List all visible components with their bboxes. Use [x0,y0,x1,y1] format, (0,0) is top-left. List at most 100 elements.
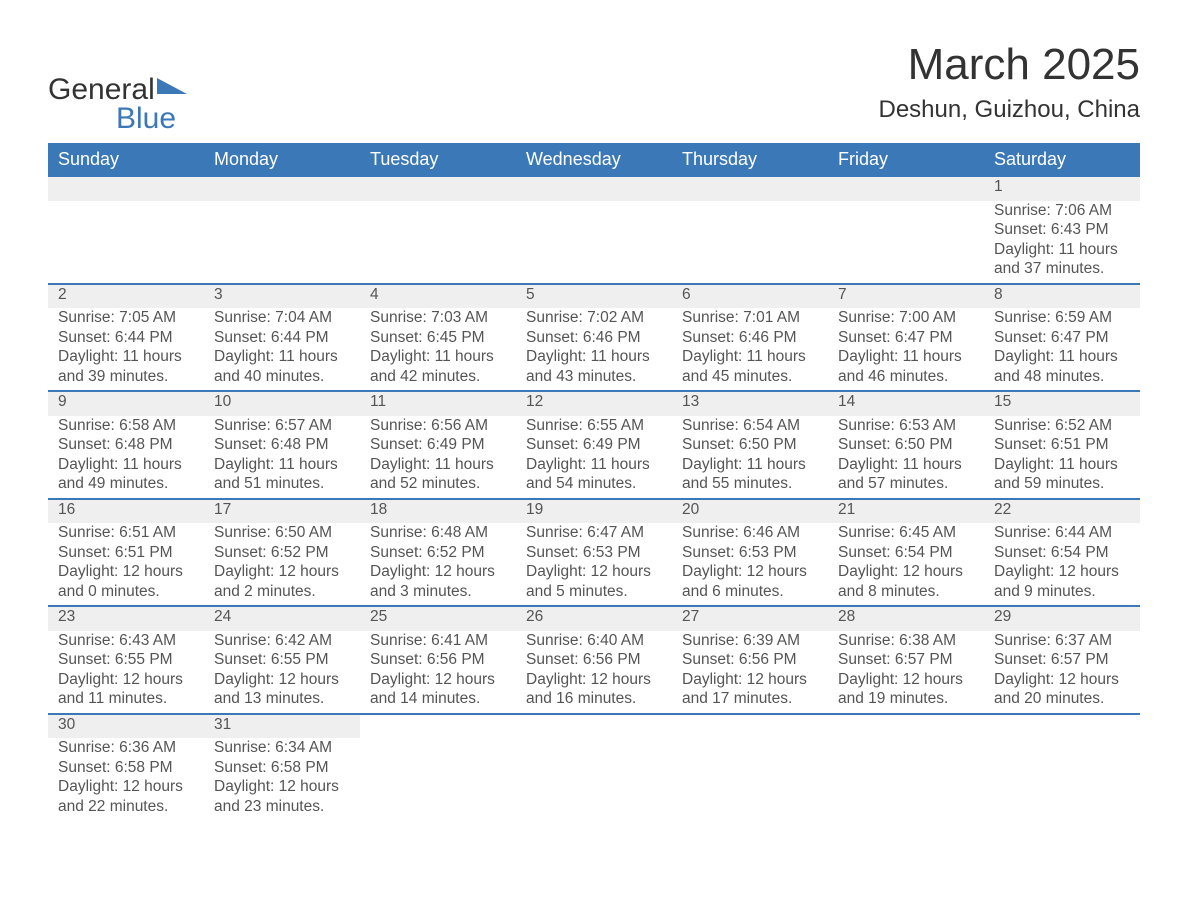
sunset-text: Sunset: 6:53 PM [526,543,662,563]
daylight-text: Daylight: 11 hours [994,240,1130,260]
day-number-cell: 10 [204,391,360,416]
sunrise-text: Sunrise: 6:45 AM [838,523,974,543]
day-number-cell [672,177,828,201]
sunrise-text: Sunrise: 6:34 AM [214,738,350,758]
sunrise-text: Sunrise: 6:47 AM [526,523,662,543]
day-info-cell: Sunrise: 6:52 AMSunset: 6:51 PMDaylight:… [984,416,1140,499]
day-info-cell: Sunrise: 6:37 AMSunset: 6:57 PMDaylight:… [984,631,1140,714]
day-info-cell: Sunrise: 6:50 AMSunset: 6:52 PMDaylight:… [204,523,360,606]
header: General Blue March 2025 Deshun, Guizhou,… [48,40,1140,133]
sunrise-text: Sunrise: 7:01 AM [682,308,818,328]
daylight-text: Daylight: 12 hours [682,562,818,582]
sunrise-text: Sunrise: 6:52 AM [994,416,1130,436]
day-number-cell: 3 [204,284,360,309]
day-number-cell: 14 [828,391,984,416]
sunset-text: Sunset: 6:56 PM [370,650,506,670]
sunset-text: Sunset: 6:52 PM [370,543,506,563]
day-number-cell [204,177,360,201]
daynum-row: 3031 [48,714,1140,739]
sunrise-text: Sunrise: 6:36 AM [58,738,194,758]
daylight-text: Daylight: 11 hours [58,347,194,367]
sunrise-text: Sunrise: 7:00 AM [838,308,974,328]
day-number-cell [360,177,516,201]
day-number-cell [984,714,1140,739]
sunset-text: Sunset: 6:55 PM [58,650,194,670]
day-number-cell [672,714,828,739]
sunset-text: Sunset: 6:56 PM [682,650,818,670]
sunset-text: Sunset: 6:48 PM [58,435,194,455]
day-number-cell: 24 [204,606,360,631]
day-number-cell [828,714,984,739]
sunset-text: Sunset: 6:57 PM [838,650,974,670]
logo-text: General Blue [48,74,187,133]
daylight-text: Daylight: 11 hours [370,347,506,367]
day-info-cell [360,738,516,820]
day-info-cell [516,201,672,284]
sunrise-text: Sunrise: 6:58 AM [58,416,194,436]
day-number-cell: 19 [516,499,672,524]
day-info-cell: Sunrise: 6:58 AMSunset: 6:48 PMDaylight:… [48,416,204,499]
daylight-text: Daylight: 12 hours [526,562,662,582]
day-info-cell: Sunrise: 6:54 AMSunset: 6:50 PMDaylight:… [672,416,828,499]
day-info-cell: Sunrise: 6:57 AMSunset: 6:48 PMDaylight:… [204,416,360,499]
day-info-cell [672,201,828,284]
weekday-header: Wednesday [516,143,672,177]
daylight-text: Daylight: 12 hours [994,670,1130,690]
sunset-text: Sunset: 6:50 PM [838,435,974,455]
daylight-text-2: and 19 minutes. [838,689,974,709]
day-info-cell [984,738,1140,820]
daylight-text-2: and 39 minutes. [58,367,194,387]
sunrise-text: Sunrise: 6:54 AM [682,416,818,436]
daylight-text-2: and 57 minutes. [838,474,974,494]
sunrise-text: Sunrise: 7:06 AM [994,201,1130,221]
logo-word2: Blue [116,105,176,134]
sunset-text: Sunset: 6:50 PM [682,435,818,455]
sunset-text: Sunset: 6:47 PM [838,328,974,348]
daylight-text-2: and 37 minutes. [994,259,1130,279]
weekday-header: Friday [828,143,984,177]
day-number-cell [48,177,204,201]
daylight-text-2: and 40 minutes. [214,367,350,387]
logo-triangle-icon [157,74,187,94]
sunrise-text: Sunrise: 6:50 AM [214,523,350,543]
daylight-text-2: and 9 minutes. [994,582,1130,602]
day-number-cell [516,714,672,739]
daylight-text-2: and 43 minutes. [526,367,662,387]
daylight-text: Daylight: 12 hours [994,562,1130,582]
sunrise-text: Sunrise: 7:03 AM [370,308,506,328]
day-number-cell: 18 [360,499,516,524]
info-row: Sunrise: 6:58 AMSunset: 6:48 PMDaylight:… [48,416,1140,499]
day-number-cell: 17 [204,499,360,524]
daynum-row: 23242526272829 [48,606,1140,631]
sunset-text: Sunset: 6:52 PM [214,543,350,563]
sunset-text: Sunset: 6:44 PM [214,328,350,348]
page-title: March 2025 [879,40,1141,90]
sunset-text: Sunset: 6:58 PM [214,758,350,778]
daylight-text-2: and 3 minutes. [370,582,506,602]
day-number-cell: 5 [516,284,672,309]
day-number-cell: 1 [984,177,1140,201]
day-info-cell: Sunrise: 6:44 AMSunset: 6:54 PMDaylight:… [984,523,1140,606]
day-number-cell: 11 [360,391,516,416]
day-number-cell: 6 [672,284,828,309]
info-row: Sunrise: 7:05 AM Sunset: 6:44 PM Daylight:… [48,308,1140,391]
day-info-cell [360,201,516,284]
day-info-cell: Sunrise: 7:03 AMSunset: 6:45 PMDaylight:… [360,308,516,391]
day-info-cell [516,738,672,820]
day-info-cell: Sunrise: 6:38 AMSunset: 6:57 PMDaylight:… [828,631,984,714]
sunset-text: Sunset: 6:43 PM [994,220,1130,240]
day-number-cell [516,177,672,201]
sunrise-text: Sunrise: 6:37 AM [994,631,1130,651]
sunrise-text: Sunrise: 6:46 AM [682,523,818,543]
daylight-text: Daylight: 12 hours [370,670,506,690]
daylight-text-2: and 5 minutes. [526,582,662,602]
daylight-text-2: and 14 minutes. [370,689,506,709]
day-info-cell: Sunrise: 6:45 AMSunset: 6:54 PMDaylight:… [828,523,984,606]
day-number-cell: 27 [672,606,828,631]
daylight-text: Daylight: 12 hours [214,670,350,690]
sunrise-text: Sunrise: 7:05 AM [58,308,194,328]
day-number-cell: 2 [48,284,204,309]
day-info-cell: Sunrise: 7:01 AMSunset: 6:46 PMDaylight:… [672,308,828,391]
daylight-text-2: and 45 minutes. [682,367,818,387]
day-info-cell: Sunrise: 6:59 AMSunset: 6:47 PMDaylight:… [984,308,1140,391]
